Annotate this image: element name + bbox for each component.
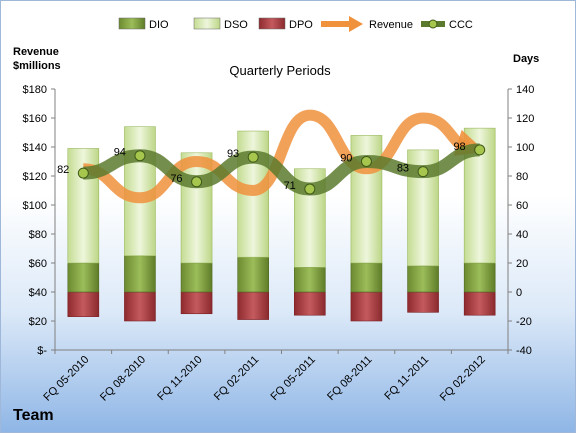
dso-bar — [180, 152, 213, 264]
right-tick-label: 100 — [516, 142, 534, 154]
ccc-point — [134, 150, 146, 162]
right-axis-unit: Days — [513, 53, 539, 65]
dpo-bar — [67, 291, 100, 317]
dpo-bar — [463, 291, 496, 316]
x-tick-label: FQ 08-2010 — [98, 354, 148, 404]
chart-title: Quarterly Periods — [229, 63, 331, 78]
ccc-point — [191, 176, 203, 188]
left-tick-label: $120 — [23, 171, 47, 183]
right-tick-label: 60 — [516, 200, 528, 212]
x-tick-label: FQ 08-2011 — [325, 354, 374, 403]
left-tick-label: $180 — [23, 84, 47, 96]
right-tick-label: 140 — [516, 84, 534, 96]
right-tick-label: 0 — [516, 287, 522, 299]
ccc-point — [360, 156, 372, 167]
ccc-point — [417, 166, 429, 178]
dso-bar — [350, 135, 383, 264]
left-tick-label: $160 — [23, 113, 47, 125]
right-tick-label: 120 — [516, 113, 534, 125]
left-tick-label: $20 — [29, 316, 47, 328]
dio-bar — [294, 267, 326, 293]
ccc-data-label: 82 — [57, 164, 69, 176]
x-tick-label: FQ 11-2010 — [155, 354, 204, 403]
right-tick-label: -20 — [516, 316, 532, 328]
footer-team-label: Team — [13, 407, 54, 424]
dpo-bar — [237, 291, 269, 320]
ccc-data-label: 71 — [284, 180, 296, 192]
ccc-data-label: 76 — [170, 173, 182, 185]
left-axis-unit-line1: Revenue — [13, 46, 59, 58]
legend-label-dso: DSO — [224, 19, 248, 31]
right-tick-label: 20 — [516, 258, 528, 270]
legend-label-dio: DIO — [149, 19, 169, 31]
ccc-data-label: 90 — [340, 153, 352, 165]
ccc-series: 82 94 76 93 71 90 83 98 — [57, 141, 486, 196]
dpo-bar — [407, 291, 439, 313]
x-tick-label: FQ 11-2011 — [382, 354, 431, 403]
legend-label-revenue: Revenue — [369, 19, 413, 31]
ccc-data-label: 98 — [453, 141, 465, 153]
dio-bar — [407, 265, 439, 293]
dpo-bar — [350, 291, 383, 322]
right-tick-label: 40 — [516, 229, 528, 241]
ccc-point — [77, 167, 89, 179]
revenue-line — [82, 109, 471, 204]
dio-bar — [180, 262, 213, 293]
dpo-bar — [180, 291, 213, 315]
ccc-point — [247, 151, 259, 163]
dpo-bar — [124, 291, 156, 322]
dio-bar — [463, 262, 496, 293]
right-tick-label: 80 — [516, 171, 528, 183]
axis-ticks: $- $20 $40 $60 $80 $100 $120 $140 $160 $180 -40 -20… — [23, 84, 535, 357]
legend-swatch-dso — [193, 17, 221, 30]
dio-bar — [67, 262, 100, 293]
dio-bar — [237, 256, 269, 293]
left-axis-unit-line2: $millions — [13, 60, 61, 72]
dpo-bar — [294, 291, 326, 316]
ccc-line — [82, 143, 481, 196]
left-tick-label: $40 — [29, 287, 47, 299]
ccc-point — [474, 144, 486, 156]
right-tick-label: -40 — [516, 345, 532, 357]
legend-swatch-dpo — [258, 17, 286, 30]
ccc-data-label: 83 — [397, 163, 409, 175]
legend-label-dpo: DPO — [289, 19, 313, 31]
x-tick-label: FQ 05-2011 — [269, 354, 318, 403]
x-tick-labels: FQ 05-2010 FQ 08-2010 FQ 11-2010 FQ 02-2011… — [41, 354, 487, 404]
left-tick-label: $100 — [23, 200, 47, 212]
legend-marker-ccc — [428, 19, 438, 29]
left-tick-label: $- — [37, 345, 47, 357]
legend-arrowhead-revenue — [349, 16, 363, 32]
left-tick-label: $60 — [29, 258, 47, 270]
legend-label-ccc: CCC — [449, 19, 473, 31]
ccc-data-label: 94 — [114, 147, 126, 159]
ccc-data-label: 93 — [227, 148, 239, 160]
x-tick-label: FQ 05-2010 — [41, 354, 91, 404]
dio-bar — [350, 262, 383, 293]
dio-bar — [124, 255, 156, 293]
legend: DIO DSO DPO Revenue CCC — [118, 16, 473, 32]
left-tick-label: $80 — [29, 229, 47, 241]
legend-swatch-dio — [118, 17, 146, 30]
left-tick-label: $140 — [23, 142, 47, 154]
ccc-point — [304, 183, 316, 195]
x-tick-label: FQ 02-2011 — [212, 354, 261, 403]
x-tick-label: FQ 02-2012 — [438, 354, 488, 404]
